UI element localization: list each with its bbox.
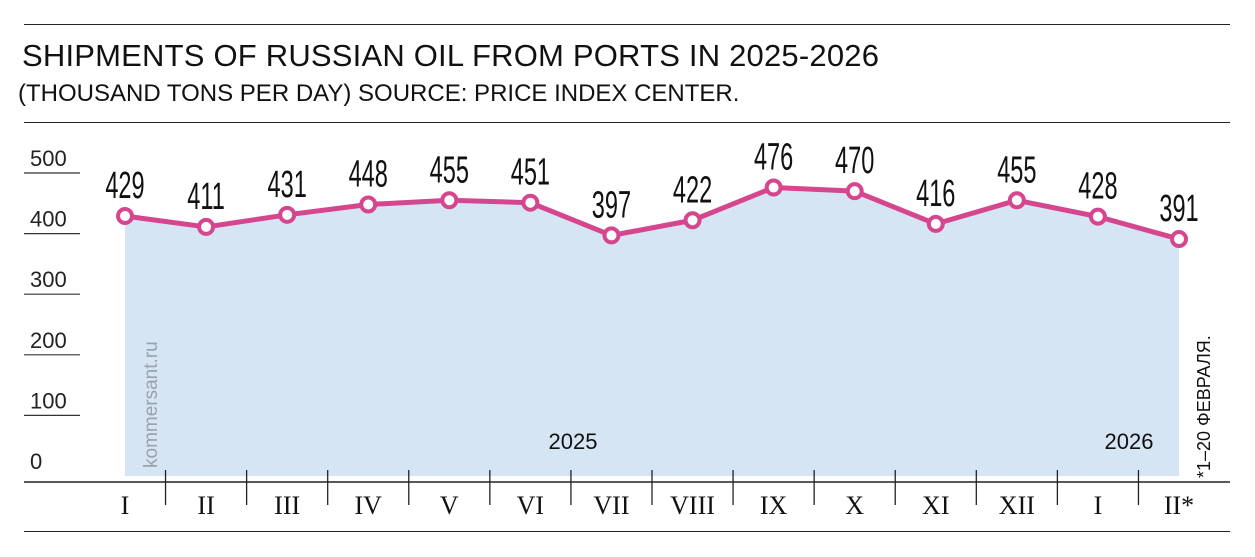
footnote: *1–20 ФЕВРАЛЯ. xyxy=(1194,335,1214,478)
chart-title: SHIPMENTS OF RUSSIAN OIL FROM PORTS IN 2… xyxy=(22,38,880,73)
data-point xyxy=(521,193,540,212)
year-label-2025: 2025 xyxy=(549,429,598,454)
x-tick-label: I xyxy=(121,491,130,520)
data-point xyxy=(1007,191,1026,210)
x-tick-label: IV xyxy=(355,491,383,520)
data-points xyxy=(116,178,1188,249)
data-label: 391 xyxy=(1159,186,1198,229)
x-tick-label: II xyxy=(197,491,214,520)
data-point xyxy=(1088,207,1107,226)
header-rule xyxy=(24,122,1230,123)
data-label: 428 xyxy=(1078,164,1117,207)
y-tick-label: 100 xyxy=(30,388,67,413)
data-point xyxy=(278,205,297,224)
x-tick-label: IX xyxy=(760,491,788,520)
data-label: 455 xyxy=(430,147,469,190)
data-label: 476 xyxy=(754,135,793,178)
data-point xyxy=(764,178,783,197)
data-label: 397 xyxy=(592,183,631,226)
x-tick-label: VII xyxy=(593,491,629,520)
y-tick-label: 0 xyxy=(30,449,42,474)
data-label: 451 xyxy=(511,150,550,193)
data-point xyxy=(359,195,378,214)
data-point xyxy=(116,207,134,226)
data-label: 455 xyxy=(997,147,1036,190)
series-line xyxy=(124,185,1180,242)
x-tick-label: VI xyxy=(517,491,544,520)
x-tick-label: XII xyxy=(999,491,1035,520)
data-label: 431 xyxy=(267,162,306,205)
y-tick-label: 200 xyxy=(30,328,67,353)
data-label: 448 xyxy=(349,152,388,195)
watermark: kommersant.ru xyxy=(141,341,162,468)
data-point xyxy=(926,214,945,233)
y-tick-label: 400 xyxy=(30,207,67,232)
x-tick-label: VIII xyxy=(670,491,715,520)
chart-subtitle: (THOUSAND TONS PER DAY) SOURCE: PRICE IN… xyxy=(18,80,740,107)
bottom-rule xyxy=(24,531,1230,532)
data-point xyxy=(197,217,216,236)
data-label: 416 xyxy=(916,171,955,214)
data-label: 429 xyxy=(105,163,144,206)
y-tick-label: 300 xyxy=(30,267,67,292)
x-tick-label: XI xyxy=(922,491,949,520)
data-labels: 429 411 431 448 455 451 397 422 476 470 416 455 428 3… xyxy=(105,135,1198,230)
year-label-2026: 2026 xyxy=(1105,429,1154,454)
x-tick-label: V xyxy=(440,491,459,520)
x-tick-label: III xyxy=(274,491,300,520)
data-point xyxy=(1170,230,1188,249)
data-label: 411 xyxy=(187,174,225,217)
data-point xyxy=(845,182,864,201)
y-axis-ticks: 0 100 200 300 400 500 xyxy=(24,146,80,474)
data-point xyxy=(602,226,621,245)
data-label: 422 xyxy=(673,167,712,210)
x-tick-label: X xyxy=(845,491,864,520)
y-tick-label: 500 xyxy=(30,146,67,171)
x-tick-label: I xyxy=(1094,491,1103,520)
top-rule xyxy=(24,24,1230,25)
x-axis-ticks: I II III IV V VI VII VIII IX X XI XII I II* xyxy=(121,470,1194,520)
data-label: 470 xyxy=(835,138,874,181)
data-point xyxy=(683,211,702,230)
data-point xyxy=(440,191,459,210)
area-fill xyxy=(125,187,1179,476)
x-tick-label: II* xyxy=(1164,491,1194,520)
